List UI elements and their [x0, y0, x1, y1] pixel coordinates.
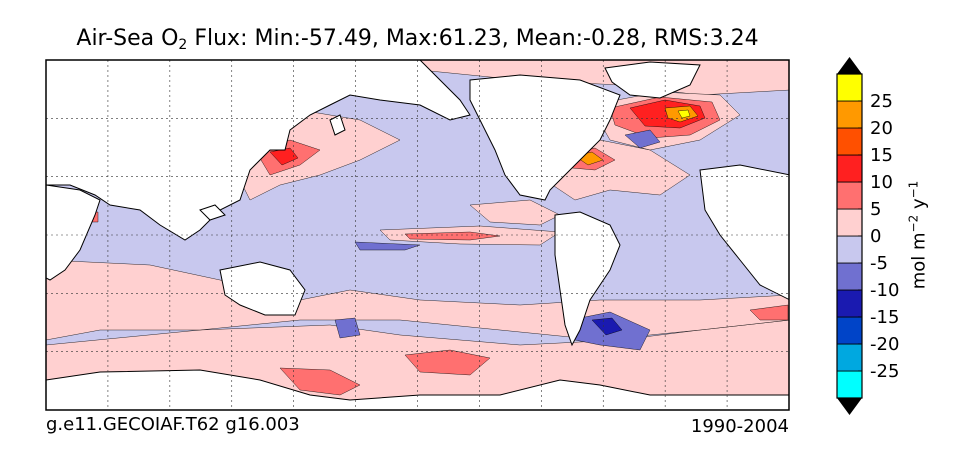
greenland-landmass: [604, 61, 701, 99]
colorbar-segment: [836, 343, 863, 372]
eastern-pacific-patch: [469, 199, 561, 226]
colorbar-segment: [836, 181, 863, 210]
colorbar: 25 20 15 10 5 0 -5 -10 -15 -20 -25: [836, 57, 899, 415]
equatorial-core: [404, 231, 501, 241]
chart-title: Air-Sea O2 Flux: Min:-57.49, Max:61.23, …: [76, 26, 759, 53]
colorbar-tick-label: 10: [870, 172, 893, 193]
labrador-max: [677, 109, 691, 119]
colorbar-label: mol m−2 y−1: [906, 180, 930, 290]
equatorial-uptake: [354, 241, 421, 251]
africa-landmass-east: [699, 164, 789, 301]
year-range: 1990-2004: [690, 416, 789, 437]
colorbar-tick-label: -25: [870, 361, 899, 382]
colorbar-segment: [836, 235, 863, 264]
colorbar-segment: [836, 208, 863, 237]
tasman-uptake: [334, 317, 361, 339]
southern-ocean-patch: [279, 367, 361, 396]
colorbar-segment: [836, 316, 863, 345]
colorbar-tick-label: 5: [870, 199, 881, 220]
colorbar-tick-label: 15: [870, 145, 893, 166]
colorbar-tick-label: -10: [870, 280, 899, 301]
colorbar-tick-label: -15: [870, 307, 899, 328]
colorbar-extend-min: [837, 398, 862, 415]
africa-landmass-west: [46, 184, 101, 281]
south-atlantic-strong-uptake: [591, 317, 623, 336]
colorbar-segment: [836, 370, 863, 399]
north-america-landmass: [469, 74, 621, 201]
map-frame: [45, 59, 790, 411]
colorbar-segment: [836, 154, 863, 183]
map-panel: [45, 59, 790, 411]
south-america-landmass: [554, 211, 621, 347]
colorbar-extend-max: [837, 57, 862, 74]
colorbar-tick-label: 20: [870, 118, 893, 139]
colorbar-segment: [836, 127, 863, 156]
colorbar-tick-label: 0: [870, 226, 881, 247]
maritime-continent-island: [199, 204, 226, 221]
southern-pacific-patch: [404, 349, 491, 376]
case-name: g.e11.GECOIAF.T62 g16.003: [46, 414, 300, 435]
eurasia-landmass: [46, 60, 471, 241]
colorbar-tick-label: 25: [870, 91, 893, 112]
colorbar-tick-label: -5: [870, 253, 888, 274]
colorbar-tick-label: -20: [870, 334, 899, 355]
japan-island: [329, 114, 346, 136]
colorbar-segment: [836, 73, 863, 102]
north-atlantic-uptake: [624, 129, 661, 149]
colorbar-segment: [836, 100, 863, 129]
australia-landmass: [219, 261, 306, 316]
colorbar-segment: [836, 289, 863, 318]
colorbar-segment: [836, 262, 863, 291]
southern-indian-patch: [749, 304, 789, 321]
